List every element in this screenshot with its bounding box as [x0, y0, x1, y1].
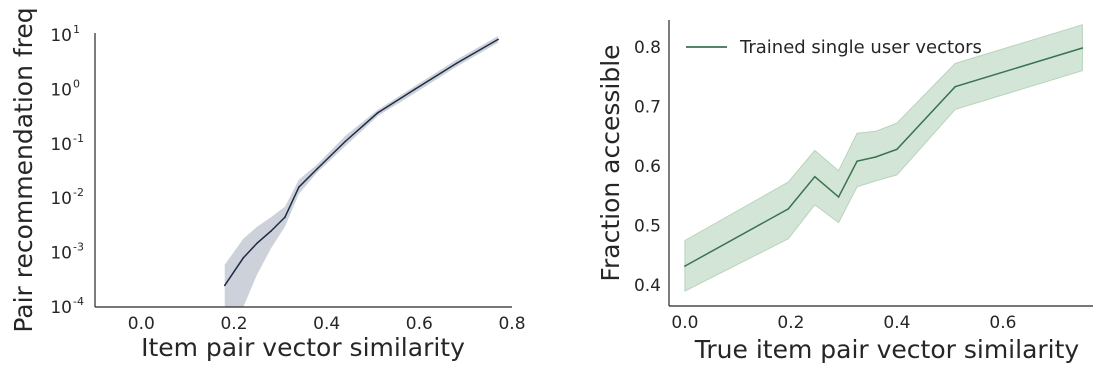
- left-x-ticks: 0.0 0.2 0.4 0.6 0.8: [128, 314, 526, 334]
- left-data-point: [284, 216, 286, 218]
- left-y-axis-label: Pair recommendation freq: [9, 7, 38, 332]
- right-data-point: [954, 85, 956, 88]
- right-y-tick-label: 0.6: [634, 157, 661, 177]
- left-x-tick-label: 0.8: [498, 314, 525, 334]
- left-data-point: [242, 257, 245, 259]
- left-y-tick-label: 10: [50, 26, 72, 46]
- right-y-axis-label: Fraction accessible: [596, 44, 625, 281]
- left-data-point: [413, 88, 416, 91]
- left-y-tick-label: 10: [50, 135, 72, 155]
- left-y-tick-label: 10: [50, 80, 72, 100]
- right-data-point: [814, 175, 816, 178]
- left-y-tick-exponent: -3: [73, 241, 84, 254]
- left-x-tick-label: 0.2: [220, 314, 247, 334]
- left-series-group: [223, 38, 499, 287]
- right-x-tick-label: 0.4: [883, 313, 910, 333]
- right-data-point: [874, 156, 877, 158]
- left-confidence-band: [224, 36, 499, 307]
- right-y-ticks: 0.4 0.5 0.6 0.7 0.8: [634, 38, 661, 296]
- right-y-tick-label: 0.5: [634, 217, 661, 237]
- right-y-tick-label: 0.8: [634, 38, 661, 58]
- left-y-tick-exponent: -2: [73, 186, 84, 199]
- left-data-point: [376, 112, 379, 114]
- right-data-point: [896, 148, 898, 151]
- left-data-point: [270, 230, 272, 232]
- left-y-tick-exponent: -4: [73, 295, 84, 308]
- right-chart: 0.0 0.2 0.4 0.6 0.4 0.5 0.6 0.7 0.8 True item p…: [596, 20, 1093, 364]
- left-data-point: [256, 242, 259, 244]
- right-y-tick-label: 0.7: [634, 97, 661, 117]
- left-y-tick-label: 10: [50, 298, 72, 318]
- left-data-point: [316, 167, 319, 170]
- left-data-point: [223, 284, 226, 287]
- left-data-point: [298, 186, 300, 188]
- left-y-tick-exponent: 0: [73, 77, 80, 90]
- right-y-tick-label: 0.4: [634, 276, 661, 296]
- left-x-axis-label: Item pair vector similarity: [141, 333, 465, 362]
- left-x-tick-label: 0.0: [128, 314, 155, 334]
- right-x-tick-label: 0.6: [989, 313, 1016, 333]
- right-series-group: [684, 47, 1084, 267]
- left-y-tick-label: 10: [50, 189, 72, 209]
- legend-label: Trained single user vectors: [739, 37, 982, 58]
- right-data-point: [837, 196, 840, 198]
- right-x-tick-label: 0.0: [671, 313, 698, 333]
- right-confidence-band: [684, 24, 1083, 292]
- left-data-point: [455, 62, 458, 65]
- left-series-line: [224, 38, 499, 286]
- right-legend: Trained single user vectors: [686, 37, 982, 58]
- right-data-point: [856, 160, 858, 162]
- left-y-tick-exponent: 1: [73, 23, 80, 36]
- right-x-tick-label: 0.2: [777, 313, 804, 333]
- left-x-tick-label: 0.4: [313, 314, 340, 334]
- left-y-tick-exponent: -1: [73, 132, 84, 145]
- left-confidence-band-group: [224, 36, 499, 307]
- left-data-point: [497, 38, 499, 41]
- left-x-tick-label: 0.6: [406, 314, 433, 334]
- left-y-tick-label: 10: [50, 244, 72, 264]
- right-data-point: [1081, 47, 1084, 49]
- right-data-point: [787, 208, 790, 210]
- left-data-point: [344, 140, 347, 143]
- right-x-ticks: 0.0 0.2 0.4 0.6: [671, 313, 1016, 333]
- right-x-axis-label: True item pair vector similarity: [694, 335, 1080, 364]
- right-confidence-band-group: [684, 24, 1083, 292]
- right-data-point: [684, 265, 686, 267]
